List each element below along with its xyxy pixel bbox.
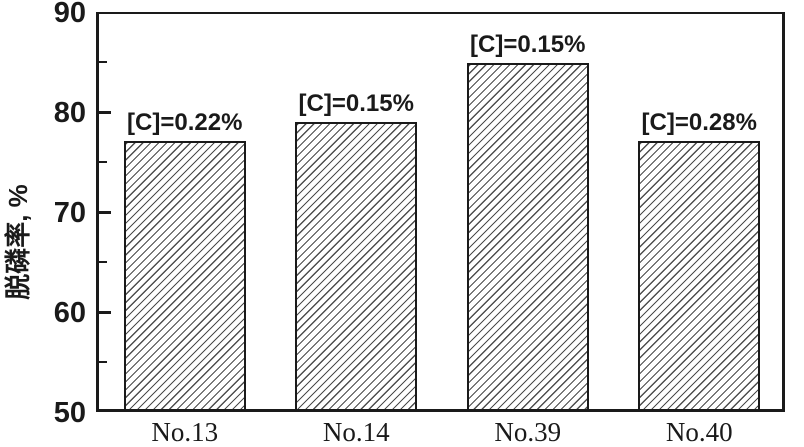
y-tick-label: 90 xyxy=(53,0,86,29)
x-tick-label: No.13 xyxy=(151,417,219,447)
bar-no14 xyxy=(295,122,418,412)
bar-no13 xyxy=(123,141,246,412)
bar-value-label: [C]=0.15% xyxy=(298,90,414,117)
y-tick-label: 60 xyxy=(53,297,86,329)
x-tick-label: No.14 xyxy=(322,417,390,447)
y-major-tick xyxy=(99,210,111,214)
bar-value-label: [C]=0.28% xyxy=(641,109,757,136)
y-tick-label: 80 xyxy=(53,97,86,129)
bar-no40 xyxy=(638,141,761,412)
bar-value-label: [C]=0.15% xyxy=(470,31,586,58)
y-major-tick xyxy=(99,110,111,114)
y-major-tick xyxy=(99,310,111,314)
y-minor-tick xyxy=(99,61,107,63)
y-minor-tick xyxy=(99,161,107,163)
bar-no39 xyxy=(466,63,589,412)
bar-value-label: [C]=0.22% xyxy=(127,109,243,136)
plot-frame xyxy=(96,12,785,412)
x-tick-label: No.40 xyxy=(665,417,733,447)
x-tick-label: No.39 xyxy=(494,417,562,447)
y-tick-label: 50 xyxy=(53,397,86,429)
y-minor-tick xyxy=(99,261,107,263)
y-minor-tick xyxy=(99,361,107,363)
y-tick-label: 70 xyxy=(53,197,86,229)
